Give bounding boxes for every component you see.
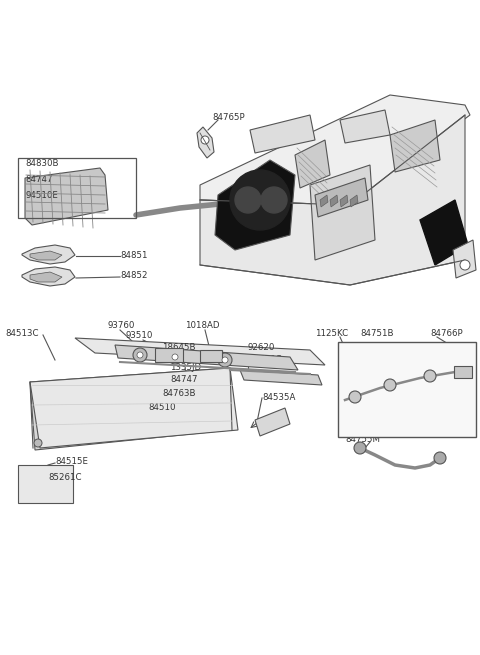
Polygon shape bbox=[75, 338, 325, 365]
Text: 84830B: 84830B bbox=[25, 160, 59, 168]
Text: 1335JD: 1335JD bbox=[390, 356, 420, 364]
Text: 92620: 92620 bbox=[248, 343, 276, 352]
Polygon shape bbox=[255, 408, 290, 436]
Circle shape bbox=[34, 439, 42, 447]
Circle shape bbox=[230, 170, 290, 230]
Text: 1018AD: 1018AD bbox=[185, 322, 219, 331]
Circle shape bbox=[218, 353, 232, 367]
Circle shape bbox=[133, 348, 147, 362]
Polygon shape bbox=[320, 195, 328, 207]
Circle shape bbox=[384, 379, 396, 391]
Text: 93510: 93510 bbox=[125, 331, 152, 341]
Polygon shape bbox=[330, 195, 338, 207]
Text: 1018AD: 1018AD bbox=[400, 345, 433, 354]
Polygon shape bbox=[22, 245, 75, 264]
Polygon shape bbox=[25, 168, 108, 225]
Polygon shape bbox=[420, 200, 468, 265]
Bar bbox=[200, 350, 222, 362]
Text: 84515E: 84515E bbox=[55, 457, 88, 466]
Polygon shape bbox=[250, 115, 315, 153]
Polygon shape bbox=[22, 267, 75, 286]
Polygon shape bbox=[200, 95, 470, 205]
Text: 84747: 84747 bbox=[170, 375, 197, 384]
Text: 84730C: 84730C bbox=[248, 354, 281, 364]
Bar bbox=[18, 465, 73, 503]
Text: 92650: 92650 bbox=[428, 356, 455, 364]
Polygon shape bbox=[30, 251, 62, 260]
Text: 84852: 84852 bbox=[120, 272, 147, 280]
Text: 84513C: 84513C bbox=[5, 329, 38, 337]
Circle shape bbox=[424, 370, 436, 382]
Text: 1335JD: 1335JD bbox=[170, 362, 201, 371]
Polygon shape bbox=[310, 165, 375, 260]
Text: 84765P: 84765P bbox=[212, 113, 245, 122]
Text: 84763B: 84763B bbox=[162, 388, 195, 398]
Text: 84851: 84851 bbox=[120, 250, 147, 259]
Polygon shape bbox=[453, 240, 476, 278]
Circle shape bbox=[222, 357, 228, 363]
Text: 93760: 93760 bbox=[108, 322, 135, 331]
Circle shape bbox=[261, 187, 287, 213]
Text: 84510: 84510 bbox=[148, 403, 176, 411]
Text: 18645B: 18645B bbox=[403, 371, 435, 381]
Circle shape bbox=[434, 452, 446, 464]
Polygon shape bbox=[390, 120, 440, 172]
Circle shape bbox=[235, 187, 261, 213]
Polygon shape bbox=[340, 195, 348, 207]
Text: 18645B: 18645B bbox=[162, 343, 195, 352]
Circle shape bbox=[349, 391, 361, 403]
Polygon shape bbox=[197, 127, 214, 158]
Circle shape bbox=[354, 442, 366, 454]
Polygon shape bbox=[30, 368, 238, 448]
Text: 1125KC: 1125KC bbox=[315, 329, 348, 337]
Text: 85261C: 85261C bbox=[48, 472, 82, 481]
Polygon shape bbox=[115, 345, 298, 370]
Polygon shape bbox=[315, 178, 368, 217]
Text: 84747: 84747 bbox=[342, 348, 369, 358]
Circle shape bbox=[168, 350, 182, 364]
Polygon shape bbox=[240, 370, 322, 385]
Polygon shape bbox=[295, 140, 330, 188]
Polygon shape bbox=[215, 160, 295, 250]
Text: 84755M: 84755M bbox=[345, 436, 380, 445]
Bar bbox=[454, 366, 472, 378]
Circle shape bbox=[460, 260, 470, 270]
Text: 84535A: 84535A bbox=[262, 392, 295, 402]
Circle shape bbox=[172, 354, 178, 360]
Text: 84747: 84747 bbox=[25, 174, 52, 183]
Polygon shape bbox=[340, 110, 390, 143]
Circle shape bbox=[137, 352, 143, 358]
Bar bbox=[338, 342, 476, 437]
Circle shape bbox=[201, 136, 209, 144]
Polygon shape bbox=[30, 272, 62, 282]
Text: 84751B: 84751B bbox=[360, 329, 394, 337]
Polygon shape bbox=[350, 195, 358, 207]
Text: 84766P: 84766P bbox=[430, 329, 463, 337]
Bar bbox=[155, 348, 183, 362]
Polygon shape bbox=[200, 115, 465, 285]
Bar bbox=[18, 158, 136, 218]
Text: 94510E: 94510E bbox=[25, 191, 58, 200]
Polygon shape bbox=[30, 368, 230, 450]
